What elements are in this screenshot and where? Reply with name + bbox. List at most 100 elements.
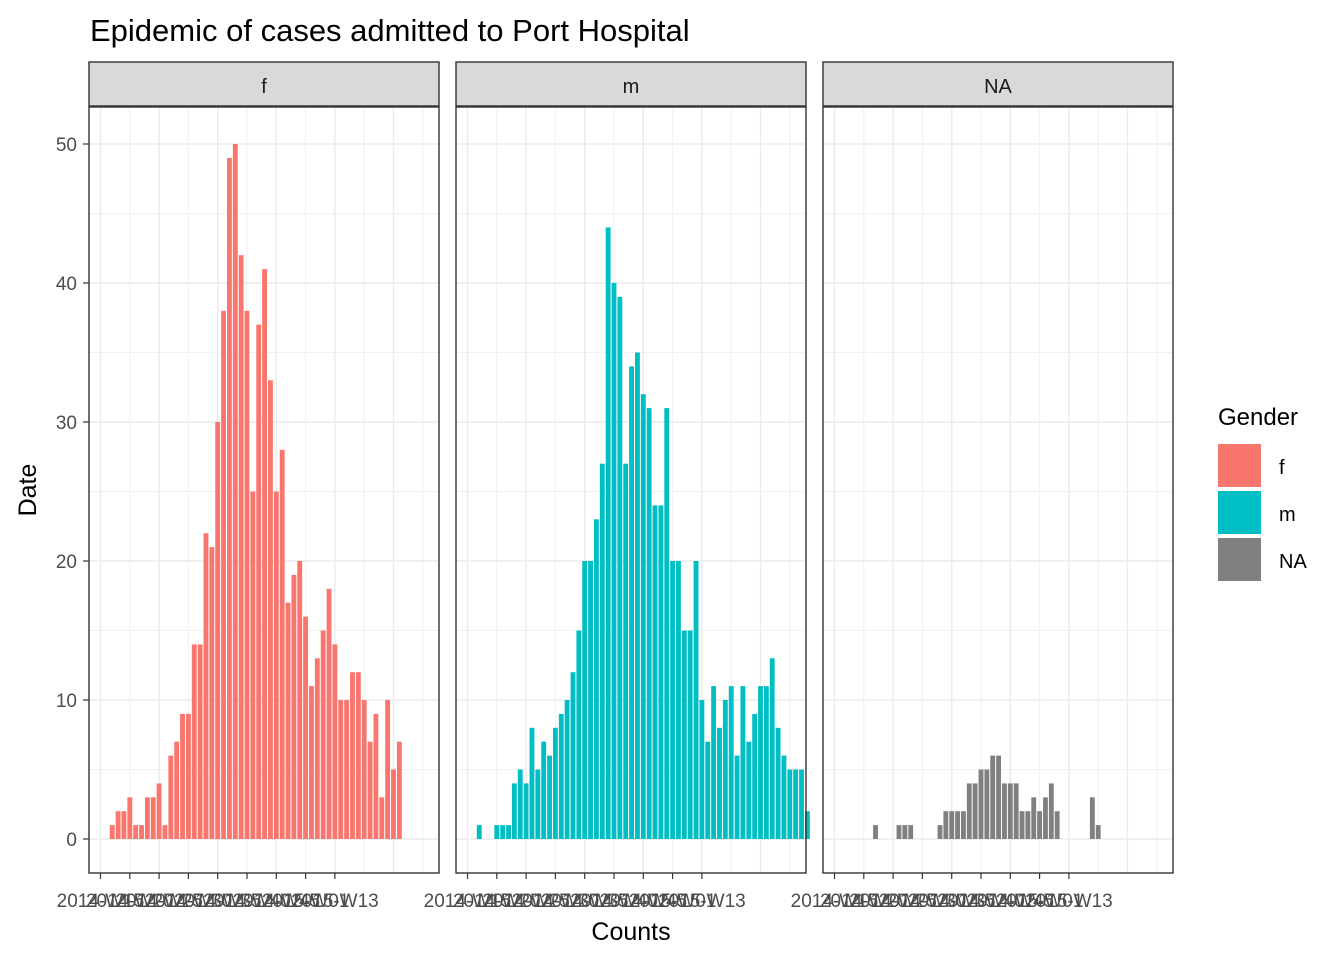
bar (250, 491, 256, 839)
bar (338, 700, 344, 839)
bar (558, 713, 564, 839)
x-tick-label: 2014-W20 (453, 891, 541, 912)
bar (361, 700, 367, 839)
bar (127, 797, 133, 839)
bar (291, 574, 297, 839)
bar (133, 825, 139, 839)
bar (303, 616, 309, 839)
bar (535, 769, 541, 839)
bar (1007, 783, 1013, 839)
bar (268, 380, 273, 839)
legend-label-NA: NA (1279, 551, 1307, 573)
bar (960, 811, 966, 839)
bar (752, 713, 758, 839)
bar (156, 783, 162, 839)
bar (332, 644, 338, 839)
bar (115, 811, 121, 839)
bar (896, 825, 902, 839)
x-tick-label: 2015-W13 (291, 891, 379, 912)
y-tick-label: 10 (56, 691, 77, 712)
bar (1095, 825, 1101, 839)
bar (775, 727, 781, 839)
bar (623, 463, 629, 839)
bar (238, 255, 244, 839)
bar (664, 408, 670, 839)
bar (955, 811, 960, 839)
bar (174, 741, 180, 839)
bar (670, 561, 676, 839)
bar (309, 686, 314, 839)
panel-NA: NA 2014-W152014-W202014-W252014-W302014-W… (791, 61, 1174, 912)
bar (1013, 783, 1019, 839)
bar (391, 769, 396, 839)
bar (221, 310, 226, 839)
x-tick-label: 2015-W13 (658, 891, 746, 912)
bar (256, 324, 262, 839)
bar (494, 825, 500, 839)
bar (699, 700, 705, 839)
bar (681, 630, 687, 839)
x-tick-label: 2014-W35 (174, 891, 262, 912)
bar (984, 769, 990, 839)
bar (996, 755, 1002, 839)
bar (722, 700, 728, 839)
bar (1043, 797, 1048, 839)
bar (1054, 811, 1060, 839)
bar (511, 783, 517, 839)
bar (367, 741, 373, 839)
bar (144, 797, 150, 839)
legend-title: Gender (1218, 404, 1298, 431)
bar (197, 644, 203, 839)
bar (990, 755, 996, 839)
bar (646, 408, 652, 839)
x-tick-label: 2014-W20 (86, 891, 174, 912)
bar (599, 463, 605, 839)
x-tick-label: 2014-W20 (820, 891, 908, 912)
bar (658, 505, 664, 839)
x-tick-label: 2014-W40 (203, 891, 291, 912)
bar (734, 755, 740, 839)
x-tick-label: 2014-W35 (541, 891, 629, 912)
bar (385, 700, 391, 839)
bar (943, 811, 949, 839)
legend-swatch-NA (1218, 538, 1261, 581)
bar (652, 505, 658, 839)
bar (908, 825, 914, 839)
bar (617, 296, 623, 839)
bar (314, 658, 320, 839)
bar (547, 755, 552, 839)
bar (168, 755, 174, 839)
bar (635, 352, 640, 839)
bar (873, 825, 878, 839)
bar (804, 811, 810, 839)
legend-swatch-m (1218, 491, 1261, 534)
bar (781, 755, 787, 839)
bar (746, 741, 752, 839)
bar (191, 644, 197, 839)
x-tick-label: 2014-W40 (570, 891, 658, 912)
bar (285, 602, 291, 839)
bar (350, 672, 355, 839)
bar (564, 700, 570, 839)
y-tick-label: 50 (56, 135, 77, 156)
x-tick-label: 2014-W40 (937, 891, 1025, 912)
x-tick-label: 2014-W25 (115, 891, 203, 912)
bar (150, 797, 156, 839)
bar (799, 769, 804, 839)
bar (763, 686, 769, 839)
x-tick-label: 2014-W45 (599, 891, 687, 912)
bar (162, 825, 168, 839)
bar (226, 157, 232, 839)
bar (966, 783, 972, 839)
panel-border (88, 106, 440, 874)
bar (937, 825, 943, 839)
panel-border (822, 106, 1174, 874)
bar (517, 769, 523, 839)
bar (902, 825, 908, 839)
bar (1037, 811, 1043, 839)
x-tick-label: 2015-W01 (996, 891, 1084, 912)
bar (787, 769, 793, 839)
bar (355, 672, 361, 839)
bar (273, 491, 279, 839)
y-tick-label: 20 (56, 552, 77, 573)
